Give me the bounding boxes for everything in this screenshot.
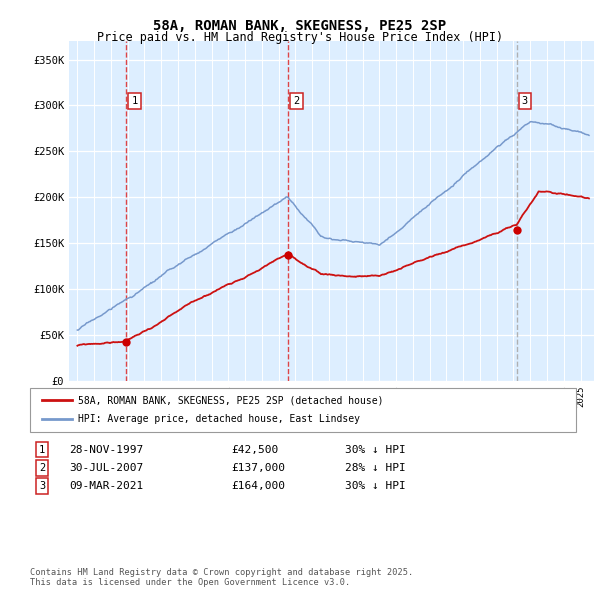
Text: HPI: Average price, detached house, East Lindsey: HPI: Average price, detached house, East… (78, 415, 360, 424)
Text: 3: 3 (522, 96, 528, 106)
Text: 30% ↓ HPI: 30% ↓ HPI (345, 445, 406, 454)
Text: 58A, ROMAN BANK, SKEGNESS, PE25 2SP: 58A, ROMAN BANK, SKEGNESS, PE25 2SP (154, 19, 446, 34)
Text: 58A, ROMAN BANK, SKEGNESS, PE25 2SP (detached house): 58A, ROMAN BANK, SKEGNESS, PE25 2SP (det… (78, 395, 383, 405)
Text: £137,000: £137,000 (231, 463, 285, 473)
Text: 30% ↓ HPI: 30% ↓ HPI (345, 481, 406, 491)
Text: Contains HM Land Registry data © Crown copyright and database right 2025.
This d: Contains HM Land Registry data © Crown c… (30, 568, 413, 587)
Text: 28% ↓ HPI: 28% ↓ HPI (345, 463, 406, 473)
Text: £42,500: £42,500 (231, 445, 278, 454)
Text: 2: 2 (39, 463, 45, 473)
Text: 30-JUL-2007: 30-JUL-2007 (69, 463, 143, 473)
Text: 09-MAR-2021: 09-MAR-2021 (69, 481, 143, 491)
Text: 1: 1 (131, 96, 137, 106)
Text: £164,000: £164,000 (231, 481, 285, 491)
Text: 1: 1 (39, 445, 45, 454)
Text: 28-NOV-1997: 28-NOV-1997 (69, 445, 143, 454)
Text: 2: 2 (293, 96, 299, 106)
Text: Price paid vs. HM Land Registry's House Price Index (HPI): Price paid vs. HM Land Registry's House … (97, 31, 503, 44)
Text: 3: 3 (39, 481, 45, 491)
